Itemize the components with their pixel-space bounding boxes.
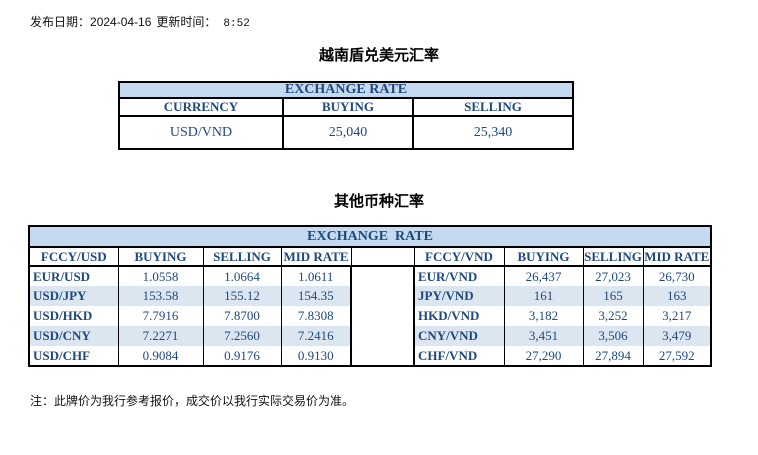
column-header-selling-vnd: SELLING <box>582 246 644 267</box>
currency-pair: USD/CNY <box>28 326 119 346</box>
selling-rate: 27,023 <box>582 266 644 286</box>
currency-pair: JPY/VND <box>413 286 505 306</box>
update-time-label: 更新时间： <box>156 15 217 29</box>
currency-pair: EUR/VND <box>413 266 505 286</box>
buying-rate: 7.7916 <box>117 306 204 326</box>
spacer-cell <box>350 246 415 267</box>
column-header-midrate-vnd: MID RATE <box>642 246 712 267</box>
table-row: USD/CNY 7.2271 7.2560 7.2416 CNY/VND 3,451 3,5… <box>28 326 712 346</box>
buying-rate: 153.58 <box>117 286 204 306</box>
column-header-fccy-vnd: FCCY/VND <box>413 246 505 267</box>
currency-pair: EUR/USD <box>28 266 119 286</box>
update-time-value: 8:52 <box>223 18 250 30</box>
spacer-cell <box>350 346 415 366</box>
other-rates-section-title: 其他币种汇率 <box>333 193 424 210</box>
publish-date-label: 发布日期： <box>30 15 91 29</box>
mid-rate: 27,592 <box>642 346 712 366</box>
column-header-selling: SELLING <box>412 97 574 117</box>
selling-rate: 155.12 <box>202 286 282 306</box>
mid-rate: 3,217 <box>642 306 712 326</box>
spacer-cell <box>350 326 415 346</box>
usd-vnd-section-title: 越南盾兑美元汇率 <box>318 47 439 64</box>
column-header-buying-usd: BUYING <box>117 246 204 267</box>
spacer-cell <box>350 266 415 286</box>
mid-rate: 0.9130 <box>280 346 352 366</box>
table-row: USD/VND 25,040 25,340 <box>118 115 574 150</box>
mid-rate: 3,479 <box>642 326 712 346</box>
column-header-buying: BUYING <box>282 97 414 117</box>
mid-rate: 154.35 <box>280 286 352 306</box>
buying-rate: 3,451 <box>503 326 584 346</box>
column-header-midrate-usd: MID RATE <box>280 246 352 267</box>
buying-rate: 26,437 <box>503 266 584 286</box>
column-header-row: FCCY/USD BUYING SELLING MID RATE FCCY/VN… <box>28 246 712 267</box>
table-title: EXCHANGE RATE <box>29 226 712 248</box>
column-header-fccy-usd: FCCY/USD <box>28 246 119 267</box>
publish-info: 发布日期：2024-04-16 更新时间： 8:52 <box>30 13 250 30</box>
buying-rate: 7.2271 <box>117 326 204 346</box>
selling-rate: 27,894 <box>582 346 644 366</box>
currency-pair: CHF/VND <box>413 346 505 366</box>
column-header-row: CURRENCY BUYING SELLING <box>118 97 574 117</box>
selling-rate: 3,506 <box>582 326 644 346</box>
buying-rate: 25,040 <box>282 115 414 150</box>
other-rates-tbody: EUR/USD 1.0558 1.0664 1.0611 EUR/VND 26,437 27… <box>28 266 712 366</box>
usd-vnd-rate-table: EXCHANGE RATE CURRENCY BUYING SELLING US… <box>118 81 574 150</box>
currency-pair: USD/CHF <box>28 346 119 366</box>
table-row: USD/HKD 7.7916 7.8700 7.8308 HKD/VND 3,182 3,2… <box>28 306 712 326</box>
table-row: EUR/USD 1.0558 1.0664 1.0611 EUR/VND 26,437 27… <box>28 266 712 286</box>
column-header-currency: CURRENCY <box>118 97 284 117</box>
other-rates-table: EXCHANGE RATE FCCY/USD BUYING SELLING MI… <box>28 225 713 367</box>
column-header-selling-usd: SELLING <box>202 246 282 267</box>
mid-rate: 7.8308 <box>280 306 352 326</box>
currency-pair: USD/VND <box>118 115 284 150</box>
spacer-cell <box>350 286 415 306</box>
selling-rate: 165 <box>582 286 644 306</box>
selling-rate: 1.0664 <box>202 266 282 286</box>
table-title: EXCHANGE RATE <box>118 81 574 99</box>
table-title-row: EXCHANGE RATE <box>118 81 574 99</box>
mid-rate: 163 <box>642 286 712 306</box>
selling-rate: 7.8700 <box>202 306 282 326</box>
selling-rate: 7.2560 <box>202 326 282 346</box>
selling-rate: 25,340 <box>412 115 574 150</box>
table-title-row: EXCHANGE RATE <box>29 226 712 248</box>
selling-rate: 0.9176 <box>202 346 282 366</box>
disclaimer-note: 注：此牌价为我行参考报价，成交价以我行实际交易价为准。 <box>30 394 355 408</box>
buying-rate: 161 <box>503 286 584 306</box>
publish-date-value: 2024-04-16 <box>90 15 152 29</box>
table-row: USD/CHF 0.9084 0.9176 0.9130 CHF/VND 27,290 27… <box>28 346 712 366</box>
buying-rate: 27,290 <box>503 346 584 366</box>
currency-pair: HKD/VND <box>413 306 505 326</box>
currency-pair: USD/JPY <box>28 286 119 306</box>
mid-rate: 7.2416 <box>280 326 352 346</box>
selling-rate: 3,252 <box>582 306 644 326</box>
currency-pair: USD/HKD <box>28 306 119 326</box>
currency-pair: CNY/VND <box>413 326 505 346</box>
mid-rate: 1.0611 <box>280 266 352 286</box>
table-row: USD/JPY 153.58 155.12 154.35 JPY/VND 161 165 16… <box>28 286 712 306</box>
buying-rate: 0.9084 <box>117 346 204 366</box>
buying-rate: 3,182 <box>503 306 584 326</box>
mid-rate: 26,730 <box>642 266 712 286</box>
buying-rate: 1.0558 <box>117 266 204 286</box>
spacer-cell <box>350 306 415 326</box>
column-header-buying-vnd: BUYING <box>503 246 584 267</box>
